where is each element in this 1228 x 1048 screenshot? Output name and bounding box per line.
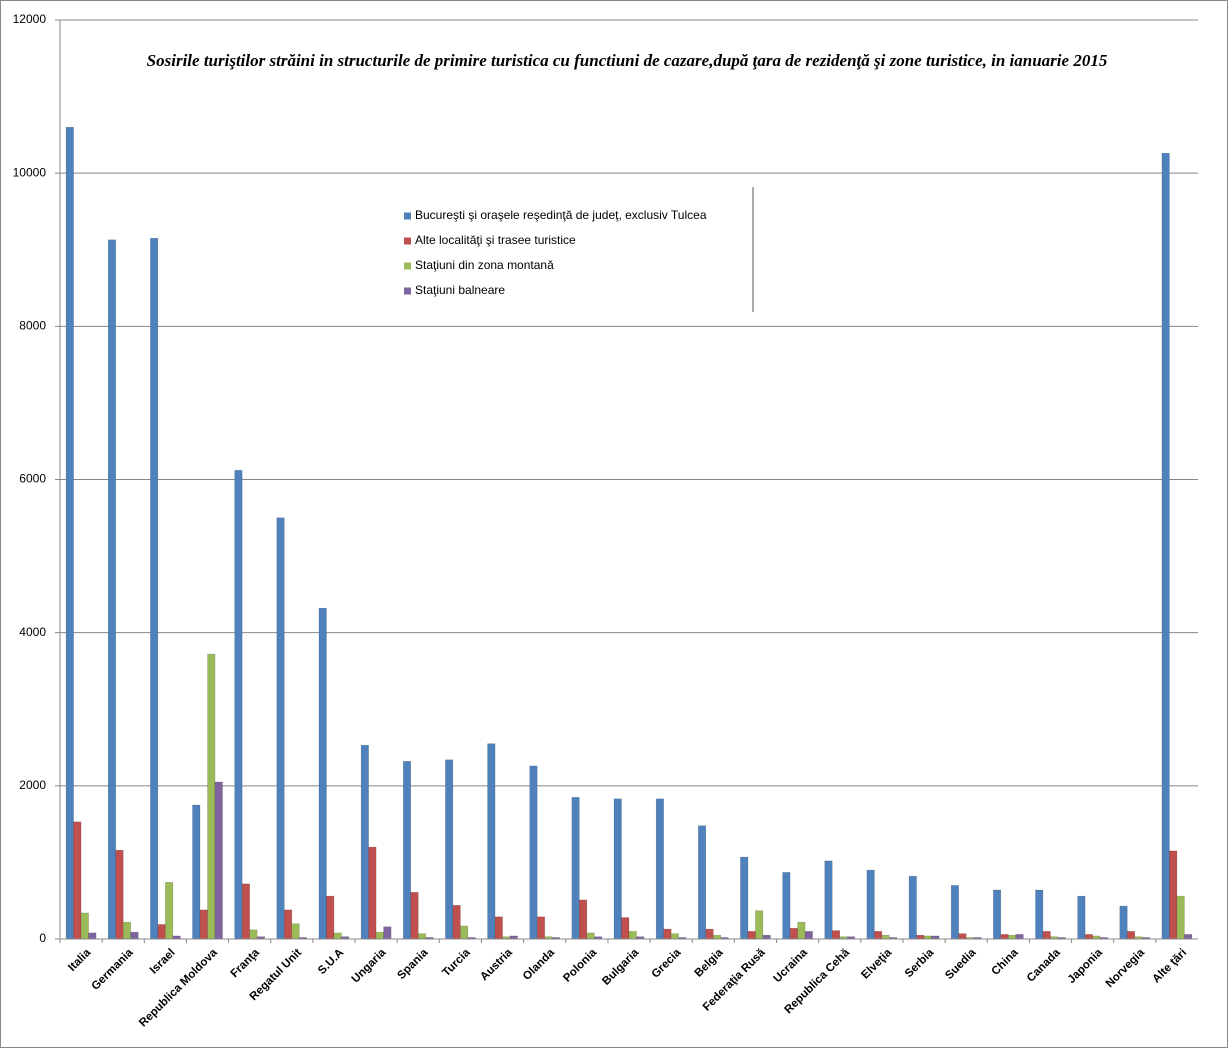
bar bbox=[73, 821, 82, 940]
bar bbox=[797, 921, 806, 940]
bar bbox=[494, 916, 503, 940]
bar bbox=[199, 909, 208, 940]
bar bbox=[908, 875, 917, 940]
y-tick-label: 6000 bbox=[19, 472, 46, 486]
bar bbox=[866, 869, 875, 940]
bar bbox=[747, 931, 756, 940]
y-tick-label: 12000 bbox=[13, 12, 47, 26]
bar bbox=[881, 934, 890, 940]
bar bbox=[1008, 934, 1017, 940]
legend-swatch bbox=[404, 262, 411, 270]
bar bbox=[130, 931, 139, 940]
bar bbox=[579, 899, 588, 940]
legend-swatch bbox=[404, 212, 411, 220]
bar bbox=[621, 917, 630, 940]
bar bbox=[1169, 850, 1178, 940]
bar bbox=[326, 895, 335, 940]
bar bbox=[698, 825, 707, 940]
bar bbox=[831, 930, 840, 940]
bar bbox=[670, 933, 679, 940]
bar bbox=[157, 924, 166, 940]
bar bbox=[824, 860, 833, 940]
bar bbox=[1161, 153, 1170, 940]
bar bbox=[1015, 934, 1024, 940]
bar bbox=[165, 882, 174, 940]
bar bbox=[782, 872, 791, 940]
bar bbox=[460, 925, 469, 940]
bar bbox=[740, 856, 749, 940]
legend-label: Staţiuni din zona montană bbox=[415, 258, 554, 272]
bar bbox=[1000, 934, 1009, 940]
legend-label: Bucureşti şi oraşele reşedinţă de judeţ,… bbox=[415, 208, 707, 222]
bar bbox=[487, 743, 496, 940]
y-tick-label: 10000 bbox=[13, 165, 47, 179]
chart-title: Sosirile turiştilor străini in structuri… bbox=[147, 51, 1108, 70]
bar bbox=[713, 934, 722, 940]
bar bbox=[107, 239, 116, 940]
bar bbox=[950, 885, 959, 940]
bar bbox=[150, 238, 159, 940]
bar bbox=[755, 910, 764, 940]
bar bbox=[318, 607, 327, 940]
bar bbox=[214, 781, 223, 940]
bar bbox=[1077, 895, 1086, 940]
bar bbox=[249, 929, 258, 940]
bar bbox=[1042, 931, 1051, 940]
bar bbox=[916, 934, 925, 940]
bar bbox=[375, 931, 384, 940]
bar bbox=[276, 517, 285, 940]
bar bbox=[192, 804, 201, 940]
bar bbox=[333, 932, 342, 940]
y-tick-label: 4000 bbox=[19, 625, 46, 639]
bar bbox=[536, 916, 545, 940]
bar bbox=[115, 849, 124, 940]
bar bbox=[445, 759, 454, 940]
legend-swatch bbox=[404, 237, 411, 245]
bar bbox=[368, 846, 377, 940]
bar bbox=[874, 931, 883, 940]
bar bbox=[1176, 895, 1185, 940]
legend-label: Staţiuni balneare bbox=[415, 283, 505, 297]
bar bbox=[241, 883, 250, 940]
bar bbox=[410, 892, 419, 940]
bar bbox=[586, 932, 595, 940]
bar bbox=[628, 931, 637, 940]
bar bbox=[663, 928, 672, 940]
bar bbox=[1084, 934, 1093, 940]
y-tick-label: 0 bbox=[39, 931, 46, 945]
bar bbox=[571, 797, 580, 940]
bar bbox=[655, 798, 664, 940]
legend-label: Alte localităţi şi trasee turistice bbox=[415, 233, 576, 247]
bar bbox=[418, 933, 427, 940]
bar bbox=[1119, 905, 1128, 940]
bar bbox=[789, 928, 798, 940]
bar bbox=[705, 928, 714, 940]
bar bbox=[360, 744, 369, 940]
bar bbox=[958, 933, 967, 940]
bar bbox=[762, 934, 771, 940]
bar bbox=[122, 921, 131, 940]
bar bbox=[1184, 934, 1193, 940]
bar bbox=[234, 470, 243, 940]
y-tick-label: 2000 bbox=[19, 778, 46, 792]
bar bbox=[1035, 889, 1044, 940]
bar bbox=[452, 905, 461, 940]
bar bbox=[403, 761, 412, 940]
bar bbox=[804, 931, 813, 940]
bar bbox=[65, 126, 74, 940]
bar bbox=[291, 923, 300, 940]
bar bbox=[383, 926, 392, 940]
bar bbox=[88, 932, 97, 940]
bar bbox=[529, 765, 538, 940]
bar bbox=[284, 909, 293, 940]
bar bbox=[993, 889, 1002, 940]
bar bbox=[207, 653, 216, 940]
bar bbox=[80, 912, 89, 940]
bar bbox=[1127, 931, 1136, 940]
bar bbox=[613, 798, 622, 940]
legend-swatch bbox=[404, 287, 411, 295]
y-tick-label: 8000 bbox=[19, 319, 46, 333]
